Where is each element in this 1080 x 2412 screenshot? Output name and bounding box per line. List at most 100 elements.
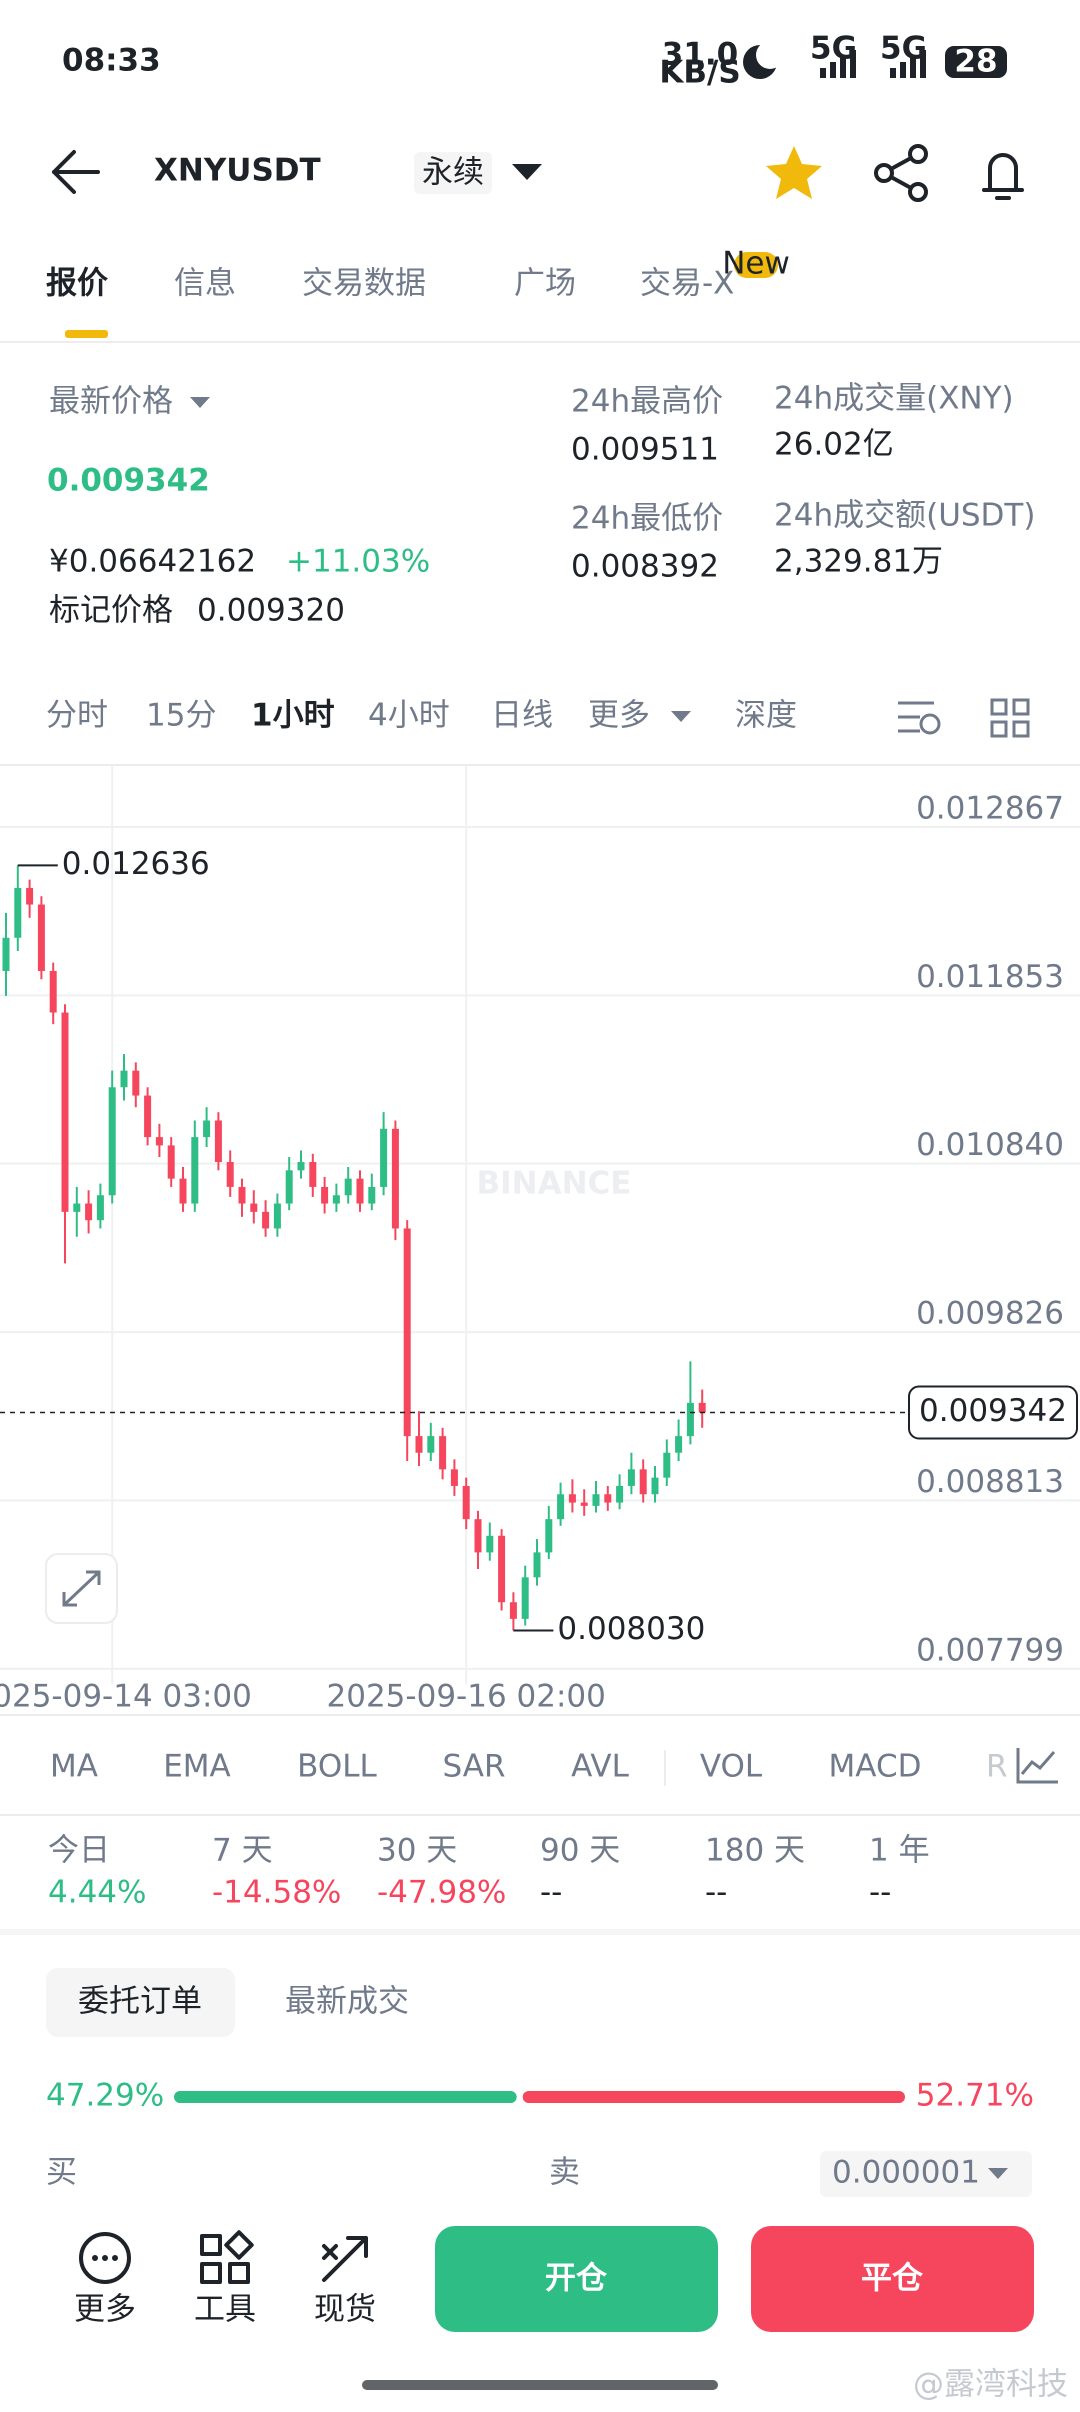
candle-body xyxy=(450,1469,458,1486)
indicator[interactable]: AVL xyxy=(571,1749,629,1785)
y-tick-label: 0.009826 xyxy=(916,1296,1064,1332)
close-button[interactable] xyxy=(751,2226,1034,2332)
candle-body xyxy=(262,1211,270,1229)
interval[interactable]: 日线 xyxy=(491,698,553,734)
signal-icon xyxy=(890,50,926,78)
period-label: 90 天 xyxy=(540,1833,620,1869)
indicator[interactable]: EMA xyxy=(163,1749,231,1785)
precision: 0.000001 xyxy=(832,2155,980,2191)
candle-body xyxy=(250,1203,258,1212)
symbol-dropdown[interactable] xyxy=(512,164,542,180)
status-time: 08:33 xyxy=(62,43,161,79)
candle-body xyxy=(85,1203,93,1221)
candle-body xyxy=(73,1203,81,1212)
period-change: -- xyxy=(540,1875,562,1911)
dropdown-arrow xyxy=(671,711,691,722)
candle-body xyxy=(285,1170,293,1204)
back-button[interactable] xyxy=(52,150,100,194)
symbol[interactable]: XNYUSDT xyxy=(154,153,321,189)
indicator-settings[interactable] xyxy=(1016,1748,1058,1784)
candle-body xyxy=(120,1070,128,1088)
candle-body xyxy=(49,970,57,1013)
candle-body xyxy=(616,1485,624,1503)
indicator[interactable]: BOLL xyxy=(297,1749,377,1785)
order-tab[interactable]: 最新成交 xyxy=(285,1984,409,2020)
candlestick-chart: 0.012867 0.011853 0.010840 0.009826 0.008813… xyxy=(0,765,1080,1715)
period-label: 今日 xyxy=(48,1833,110,1869)
sell-ratio: 52.71% xyxy=(916,2078,1034,2114)
interval[interactable]: 分时 xyxy=(46,698,108,734)
share-button[interactable] xyxy=(874,144,928,202)
period-change: 4.44% xyxy=(48,1875,146,1911)
interval[interactable]: 15分 xyxy=(146,698,216,734)
open-button[interactable] xyxy=(435,2226,718,2332)
tab[interactable]: 交易数据 xyxy=(302,266,426,302)
candle-body xyxy=(580,1502,588,1506)
indicator[interactable]: MA xyxy=(50,1749,98,1785)
fullscreen-icon xyxy=(62,1570,101,1607)
x-tick-label: 2025-09-16 02:00 xyxy=(327,1679,606,1715)
candle-body xyxy=(639,1469,647,1495)
tab[interactable]: 交易-X xyxy=(640,266,734,302)
candle-body xyxy=(155,1137,163,1146)
fade xyxy=(1008,1740,1080,1796)
candle-body xyxy=(179,1178,187,1204)
precision-select[interactable] xyxy=(820,2151,1032,2197)
candle-body xyxy=(686,1402,694,1437)
candle-body xyxy=(309,1162,317,1187)
candle-body xyxy=(61,1012,69,1212)
candle-body xyxy=(415,1436,423,1453)
candle-body xyxy=(26,887,34,905)
candle-body xyxy=(226,1162,234,1187)
tab[interactable]: 报价 xyxy=(46,266,108,302)
candle-body xyxy=(474,1519,482,1553)
order-tab[interactable]: 委托订单 xyxy=(78,1984,202,2020)
candle-body xyxy=(498,1535,506,1603)
sell-bar xyxy=(522,2091,905,2103)
favorite-star[interactable] xyxy=(766,146,822,199)
bar-label: 更多 xyxy=(74,2292,136,2328)
new-badge-text: New xyxy=(722,246,790,282)
sell-label: 卖 xyxy=(549,2155,580,2191)
tools-button[interactable] xyxy=(200,2230,254,2284)
candle-body xyxy=(297,1162,305,1171)
candle-body xyxy=(214,1120,222,1163)
indicator[interactable]: R xyxy=(986,1749,1008,1785)
candle-body xyxy=(427,1436,435,1453)
indicator[interactable]: VOL xyxy=(700,1749,763,1785)
candle-body xyxy=(627,1469,635,1486)
price-change: +11.03% xyxy=(286,544,430,580)
candle-body xyxy=(332,1195,340,1204)
last-price-label: 最新价格 xyxy=(49,384,173,420)
contract-type: 永续 xyxy=(422,155,484,191)
notification-bell[interactable] xyxy=(982,153,1024,200)
buy-bar xyxy=(174,2091,517,2103)
candle-body xyxy=(675,1436,683,1453)
tab-pill xyxy=(46,1968,235,2037)
spot-button[interactable] xyxy=(322,2236,368,2282)
tab[interactable]: 信息 xyxy=(174,266,236,302)
tab[interactable]: 广场 xyxy=(514,266,576,302)
candle-body xyxy=(380,1128,388,1187)
moon-icon-cut xyxy=(756,41,784,69)
interval[interactable]: 4小时 xyxy=(368,698,450,734)
candle-body xyxy=(344,1178,352,1196)
ratio-bar xyxy=(174,2091,905,2103)
chart-settings[interactable] xyxy=(898,701,941,735)
indicator[interactable]: MACD xyxy=(829,1749,922,1785)
mark-price: 0.009320 xyxy=(197,593,345,629)
stat-label: 24h成交量(XNY) xyxy=(774,381,1014,417)
indicator[interactable]: SAR xyxy=(443,1749,506,1785)
more-button[interactable] xyxy=(79,2232,131,2284)
watermark: BINANCE xyxy=(477,1166,632,1202)
candle-body xyxy=(545,1519,553,1553)
interval[interactable]: 深度 xyxy=(735,698,797,734)
divider xyxy=(0,1929,1080,1935)
interval[interactable]: 1小时 xyxy=(251,698,335,734)
interval[interactable]: 更多 xyxy=(588,698,650,734)
dropdown-arrow xyxy=(190,397,210,408)
close-label: 平仓 xyxy=(861,2261,924,2297)
candle-body xyxy=(167,1145,175,1179)
layout-toggle[interactable] xyxy=(990,698,1030,738)
